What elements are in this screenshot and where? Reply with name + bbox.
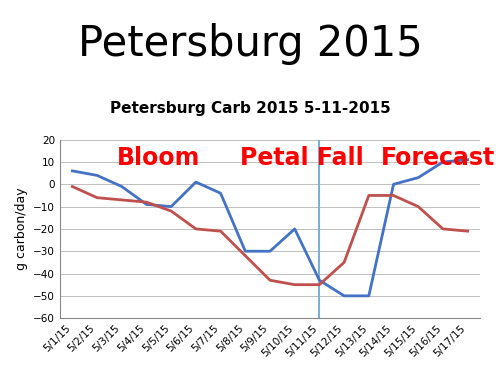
Text: Forecast: Forecast	[381, 146, 496, 170]
Text: Petersburg Carb 2015 5-11-2015: Petersburg Carb 2015 5-11-2015	[110, 101, 390, 116]
Y-axis label: g carbon/day: g carbon/day	[14, 188, 28, 270]
Text: Petersburg 2015: Petersburg 2015	[78, 23, 422, 65]
Text: Bloom: Bloom	[117, 146, 200, 170]
Text: Petal Fall: Petal Fall	[240, 146, 364, 170]
